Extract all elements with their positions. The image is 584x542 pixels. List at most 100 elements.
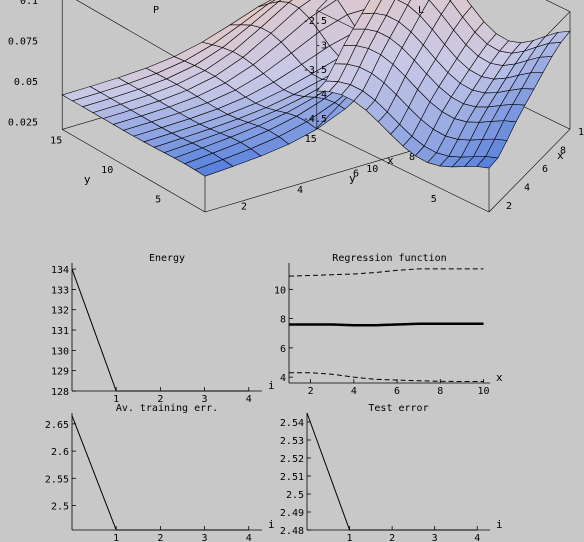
surface-patch	[361, 0, 382, 15]
x-axis-label: i	[496, 518, 503, 531]
x-tick-label: 1	[113, 394, 119, 405]
x-tick-label: 2	[506, 201, 512, 212]
x-tick-label: 4	[297, 185, 303, 196]
y-tick-label: 129	[51, 367, 69, 378]
chart-title: Av. training err.	[116, 403, 218, 414]
y-tick-label: 134	[51, 265, 69, 276]
x-tick-label: 4	[351, 386, 357, 397]
box-edge	[488, 128, 571, 213]
y-tick-label: 2.52	[280, 454, 304, 465]
y-tick-label: 5	[431, 194, 437, 205]
z-tick-label: 0.1	[20, 0, 38, 7]
x-tick-label: 2	[157, 533, 163, 542]
z-tick-label: 0.075	[8, 36, 38, 47]
surface-patch	[428, 0, 451, 15]
line-chart-3: Test error 1 2 3 4 i 2.48 2.49 2.5 2.51 2.52 2.53 2.…	[280, 403, 503, 542]
box-edge	[316, 127, 490, 213]
x-tick-label: 4	[524, 182, 530, 193]
surface-patch	[449, 0, 452, 2]
surface-patch	[258, 0, 276, 8]
x-tick-label: 6	[542, 164, 548, 175]
y-tick-label: 128	[51, 387, 69, 398]
y-tick-label: 2.54	[280, 418, 304, 429]
y-tick-label: 2.53	[280, 436, 304, 447]
line-chart-2: Av. training err. 1 2 3 4 i 2.5 2.55 2.6 2.65	[45, 403, 275, 542]
surface-patch	[397, 0, 411, 6]
x-tick-label: 4	[246, 533, 252, 542]
surface-patch	[277, 0, 293, 3]
x-tick-label: 2	[389, 533, 395, 542]
surface-patch	[298, 0, 337, 19]
y-axis-label: y	[349, 172, 356, 185]
x-tick-label: 3	[202, 394, 208, 405]
x-tick-label: 8	[560, 146, 566, 157]
line-chart-0: Energy 1 2 3 4 i 128 129 130 131 132 133 134	[51, 253, 275, 405]
z-tick-label: 0.025	[8, 117, 38, 128]
x-axis-label: i	[268, 379, 275, 392]
x-tick-label: 1	[347, 533, 353, 542]
x-tick-label: 6	[394, 386, 400, 397]
y-tick-label: 8	[280, 315, 286, 326]
y-tick-label: 15	[50, 135, 62, 146]
x-axis-label: x	[496, 371, 503, 384]
x-tick-label: 8	[409, 152, 415, 163]
x-tick-label: 6	[353, 169, 359, 180]
x-axis-label: i	[268, 518, 275, 531]
y-tick-label: 2.65	[45, 420, 69, 431]
line-chart-1: Regression function 2 4 6 8 10 x 4 6 8 10	[274, 253, 503, 397]
x-axis-label: x	[387, 154, 394, 167]
x-tick-label: 10	[477, 386, 489, 397]
x-tick-label: 1	[113, 533, 119, 542]
y-tick-label: 10	[274, 285, 286, 296]
y-tick-label: 10	[366, 164, 378, 175]
box-edge	[62, 129, 206, 213]
x-tick-label: 2	[241, 202, 247, 213]
y-tick-label: 2.48	[280, 526, 304, 537]
x-tick-label: 4	[474, 533, 480, 542]
x-tick-label: 10	[578, 127, 584, 138]
z-tick-label: -4.5	[303, 114, 327, 125]
surface-title: L	[418, 5, 424, 16]
y-tick-label: 132	[51, 306, 69, 317]
y-tick-label: 2.5	[286, 490, 304, 501]
z-tick-label: -4	[315, 90, 327, 101]
z-tick-label: -3.5	[303, 65, 327, 76]
x-tick-label: 3	[202, 533, 208, 542]
series-line-0	[71, 415, 249, 531]
chart-title: Regression function	[332, 253, 446, 264]
surface-title: P	[153, 5, 159, 16]
series-line-1	[289, 322, 484, 327]
z-tick-label: -2.5	[303, 16, 327, 27]
z-tick-label: 0.05	[14, 77, 38, 88]
x-tick-label: 2	[157, 394, 163, 405]
y-tick-label: 131	[51, 326, 69, 337]
y-tick-label: 2.51	[280, 472, 304, 483]
surface-patch	[385, 0, 409, 22]
y-tick-label: 4	[280, 373, 286, 384]
x-tick-label: 3	[432, 533, 438, 542]
x-axis-label: x	[557, 149, 564, 162]
y-tick-label: 133	[51, 285, 69, 296]
surface-patch	[288, 0, 311, 9]
y-tick-label: 2.55	[45, 474, 69, 485]
y-tick-label: 2.6	[51, 447, 69, 458]
surface-patch	[268, 0, 282, 5]
y-tick-label: 130	[51, 346, 69, 357]
series-line-2	[289, 372, 484, 383]
chart-title: Energy	[149, 253, 185, 264]
surface-patch	[407, 0, 430, 17]
surface-patch	[419, 0, 442, 30]
y-tick-label: 10	[101, 165, 113, 176]
y-axis-label: y	[84, 173, 91, 186]
x-tick-label: 8	[437, 386, 443, 397]
x-tick-label: 4	[246, 394, 252, 405]
y-tick-label: 6	[280, 344, 286, 355]
y-tick-label: 5	[155, 194, 161, 205]
y-tick-label: 2.5	[51, 502, 69, 513]
chart-title: Test error	[368, 403, 428, 414]
series-line-0	[71, 268, 249, 392]
x-tick-label: 2	[308, 386, 314, 397]
series-line-0	[306, 412, 478, 531]
surface-plot-l: L -2.5 -3 -3.5 -4 -4.5 2 4 6 8 10 x 5 10 15 y	[303, 0, 584, 213]
